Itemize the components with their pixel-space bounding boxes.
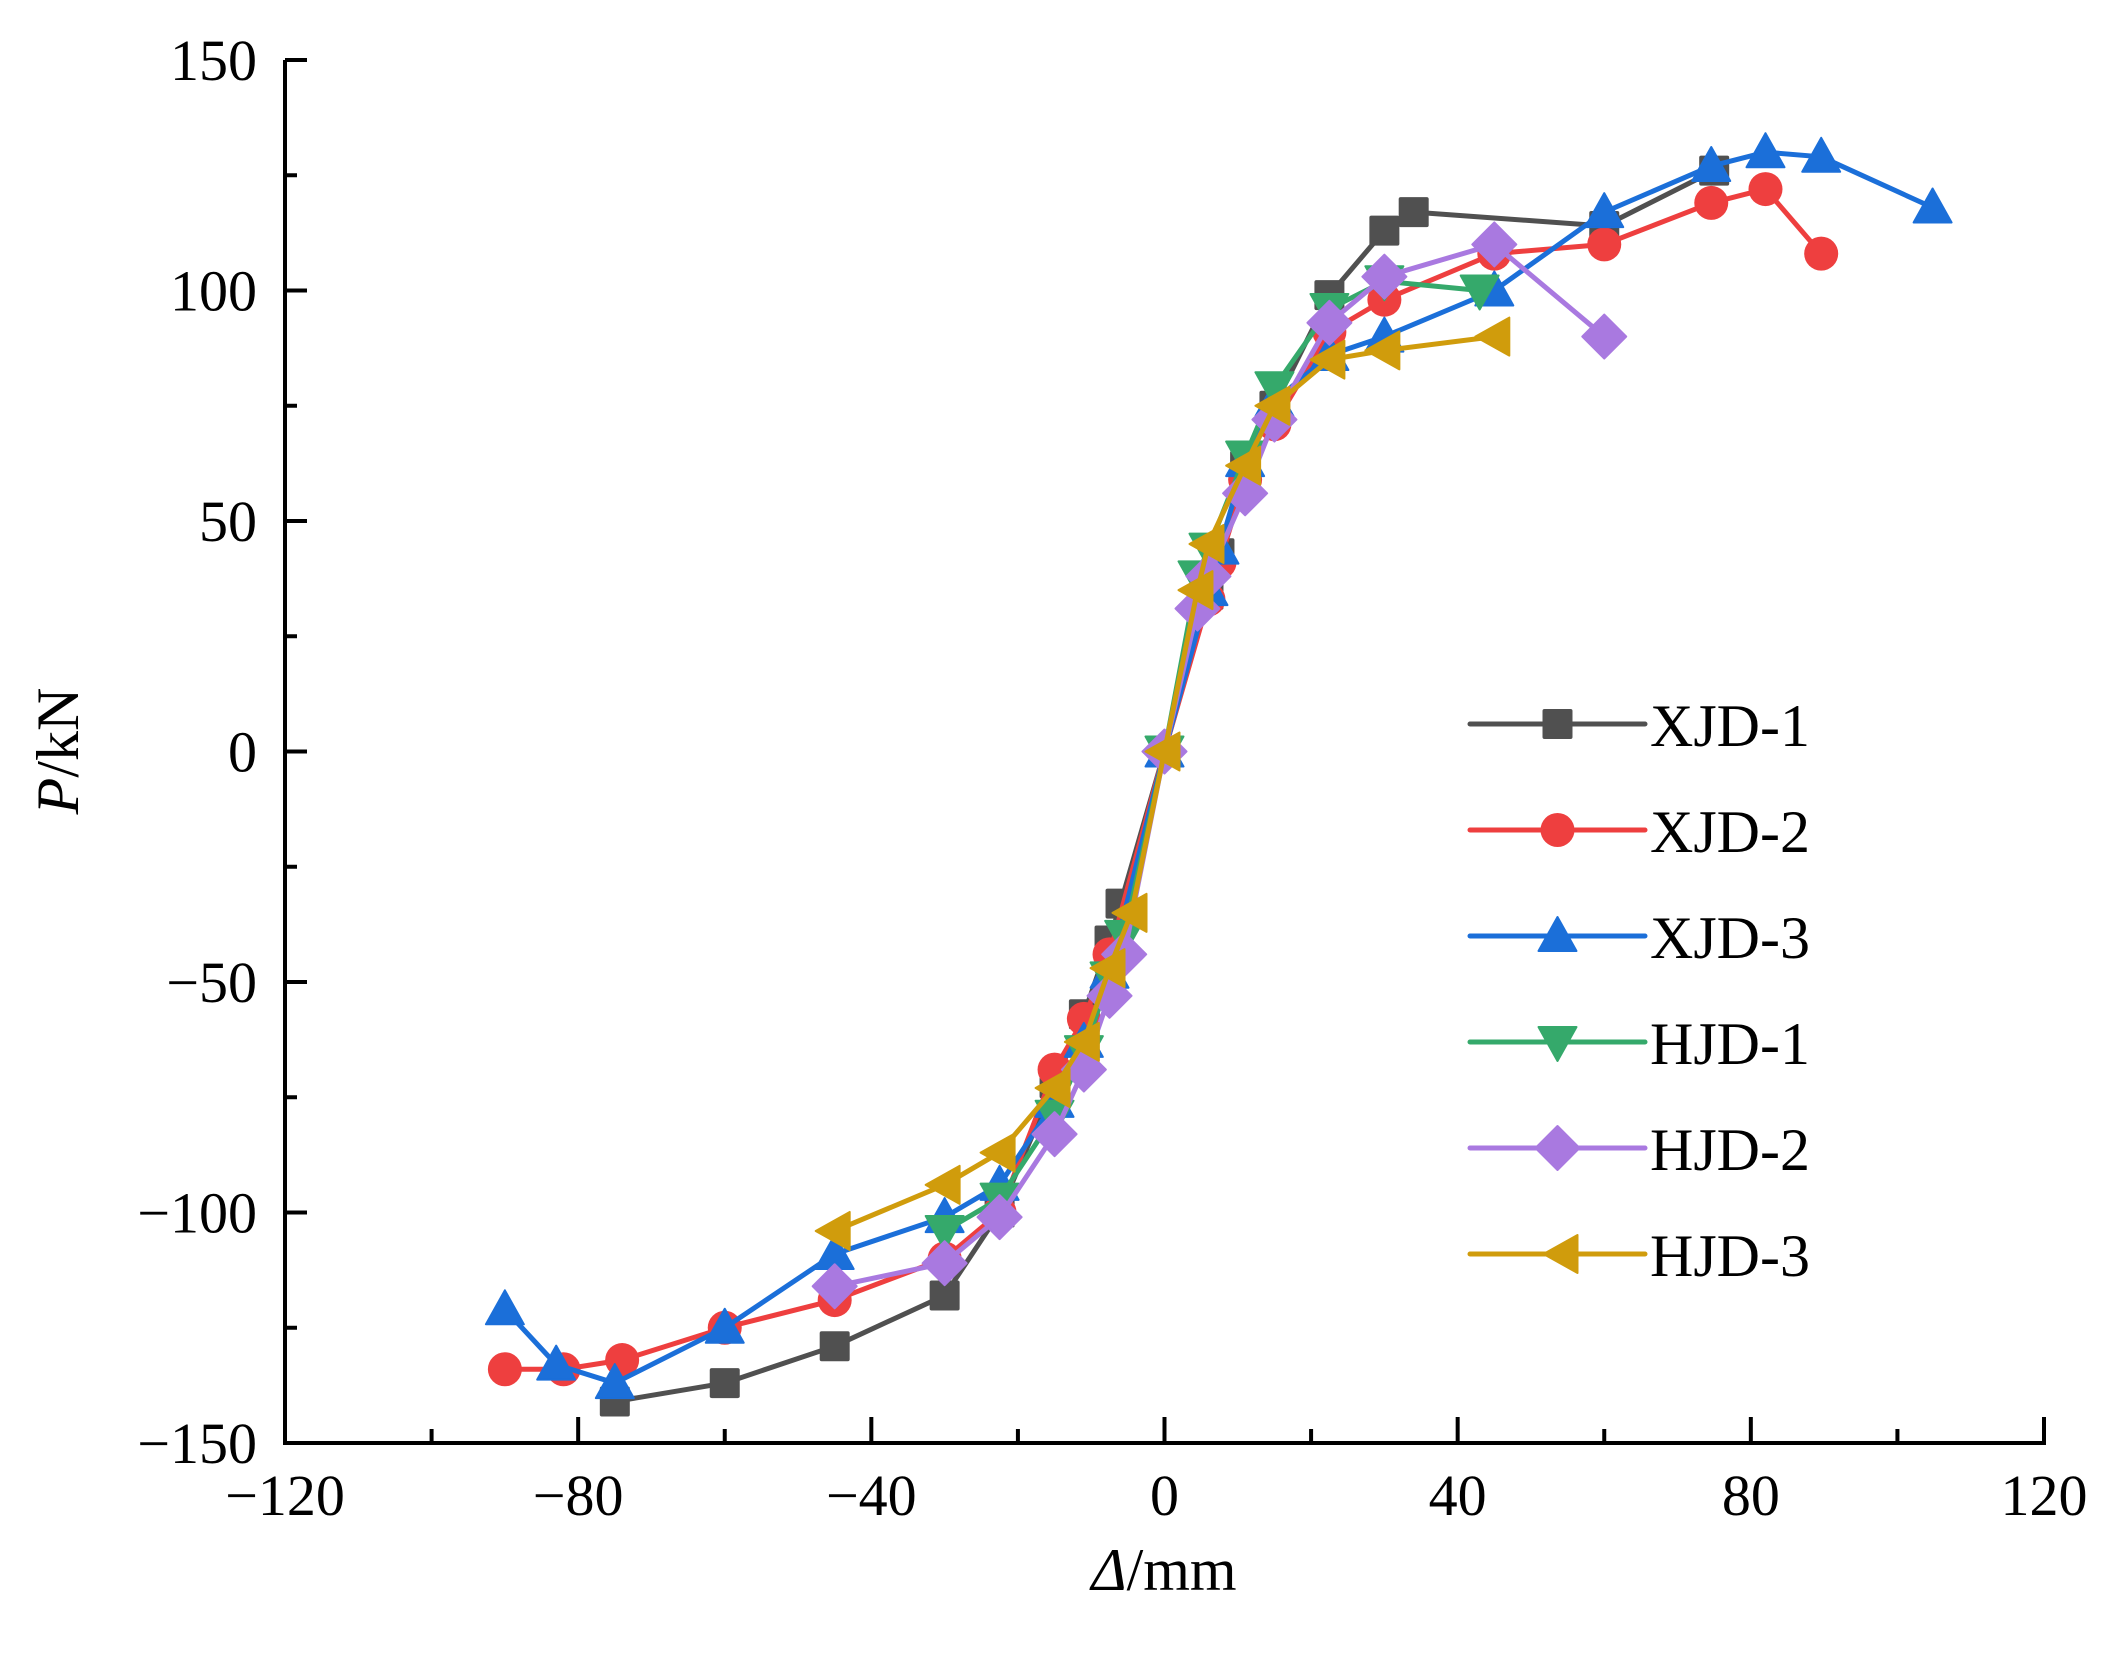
series-xjd-1	[599, 155, 1730, 1417]
legend-marker-triangle-up	[1537, 916, 1578, 952]
data-point-diamond	[976, 1194, 1023, 1241]
y-axis-title: P/kN	[25, 688, 91, 816]
data-point-circle	[1804, 236, 1839, 271]
y-tick-label: −100	[137, 1181, 257, 1246]
data-point-circle	[1748, 172, 1783, 207]
legend-marker-triangle-left	[1542, 1234, 1579, 1274]
legend-label: XJD-2	[1650, 799, 1810, 865]
legend-marker-circle	[1540, 813, 1575, 847]
series-line	[833, 334, 1495, 1234]
data-point-triangle-left	[1364, 330, 1401, 371]
legend-label: HJD-1	[1650, 1011, 1810, 1077]
legend-marker-triangle-down	[1537, 1026, 1578, 1062]
x-tick-label: 120	[2001, 1463, 2088, 1528]
data-point-triangle-left	[1225, 445, 1262, 486]
legend-item-xjd-3: XJD-3	[1467, 905, 1810, 971]
data-point-square	[929, 1280, 960, 1311]
data-point-triangle-left	[814, 1210, 851, 1251]
data-point-square	[709, 1368, 740, 1399]
data-point-triangle-left	[1177, 570, 1214, 611]
legend-label: XJD-1	[1650, 693, 1810, 759]
data-point-circle	[1587, 227, 1622, 262]
legend-label: XJD-3	[1650, 905, 1810, 971]
data-point-triangle-left	[1111, 892, 1148, 933]
data-point-triangle-left	[924, 1164, 961, 1205]
x-tick-label: 0	[1150, 1463, 1179, 1528]
data-point-triangle-left	[1474, 316, 1511, 357]
data-point-diamond	[921, 1240, 968, 1287]
series-hjd-1	[924, 265, 1500, 1251]
data-point-triangle-up	[1745, 132, 1786, 169]
data-point-diamond	[811, 1263, 858, 1310]
data-point-diamond	[1361, 253, 1408, 300]
y-tick-label: 0	[228, 720, 257, 785]
legend-item-xjd-2: XJD-2	[1467, 799, 1810, 865]
series-xjd-2	[487, 172, 1839, 1387]
data-point-triangle-up	[594, 1363, 635, 1400]
legend-item-hjd-3: HJD-3	[1467, 1223, 1810, 1289]
data-point-triangle-up	[536, 1344, 577, 1381]
data-point-circle	[1694, 185, 1729, 220]
legend: XJD-1 XJD-2 XJD-3 HJD-1 HJD-2 HJD-3	[1467, 693, 1810, 1289]
legend-marker-square	[1542, 709, 1573, 739]
data-point-triangle-left	[1309, 339, 1346, 380]
data-point-diamond	[1581, 313, 1628, 360]
legend-item-hjd-1: HJD-1	[1467, 1011, 1810, 1077]
data-point-circle	[487, 1352, 522, 1387]
data-point-triangle-up	[484, 1289, 525, 1326]
x-tick-label: 40	[1429, 1463, 1487, 1528]
legend-label: HJD-2	[1650, 1117, 1810, 1183]
data-point-triangle-left	[1063, 1021, 1100, 1062]
legend-item-xjd-1: XJD-1	[1467, 693, 1810, 759]
data-point-triangle-up	[704, 1307, 745, 1344]
data-point-triangle-down	[1459, 274, 1500, 311]
data-point-diamond	[1471, 221, 1518, 268]
x-axis-title: Δ/mm	[1089, 1537, 1236, 1603]
data-point-triangle-left	[1188, 524, 1225, 565]
series-layer	[484, 132, 1953, 1417]
series-line	[614, 168, 1716, 1404]
data-point-triangle-up	[1691, 146, 1732, 183]
data-point-square	[1398, 197, 1429, 228]
series-line	[503, 149, 1934, 1386]
legend-marker-diamond	[1534, 1125, 1581, 1171]
legend-label: HJD-3	[1650, 1223, 1810, 1289]
data-point-square	[819, 1331, 850, 1362]
x-tick-label: 80	[1722, 1463, 1780, 1528]
series-hjd-2	[811, 221, 1628, 1310]
y-tick-label: −150	[137, 1411, 257, 1476]
series-line	[943, 278, 1480, 1234]
data-point-triangle-left	[1089, 948, 1126, 989]
data-point-triangle-up	[1912, 187, 1953, 224]
x-tick-label: −40	[826, 1463, 917, 1528]
data-point-triangle-left	[979, 1132, 1016, 1173]
series-line	[834, 241, 1606, 1289]
y-tick-label: −50	[166, 950, 257, 1015]
y-tick-label: 50	[199, 489, 257, 554]
x-ticks: −120 −80 −40 0 40 80 120	[225, 1417, 2088, 1528]
series-hjd-3	[814, 316, 1511, 1251]
data-point-triangle-left	[1034, 1068, 1071, 1109]
data-point-diamond	[1031, 1111, 1078, 1158]
y-ticks: −150 −100 −50 0 50 100 150	[137, 28, 307, 1476]
data-point-triangle-left	[1144, 731, 1181, 772]
series-xjd-3	[484, 132, 1953, 1400]
y-tick-label: 150	[170, 28, 257, 93]
data-point-diamond	[1306, 299, 1353, 346]
data-point-square	[1369, 215, 1400, 246]
x-tick-label: −120	[225, 1463, 345, 1528]
data-point-triangle-down	[924, 1214, 965, 1251]
data-point-triangle-left	[1254, 385, 1291, 426]
series-line	[504, 186, 1824, 1372]
data-point-triangle-up	[1801, 136, 1842, 173]
data-point-triangle-up	[1584, 192, 1625, 229]
y-tick-label: 100	[170, 259, 257, 324]
legend-item-hjd-2: HJD-2	[1467, 1117, 1810, 1183]
x-tick-label: −80	[533, 1463, 624, 1528]
